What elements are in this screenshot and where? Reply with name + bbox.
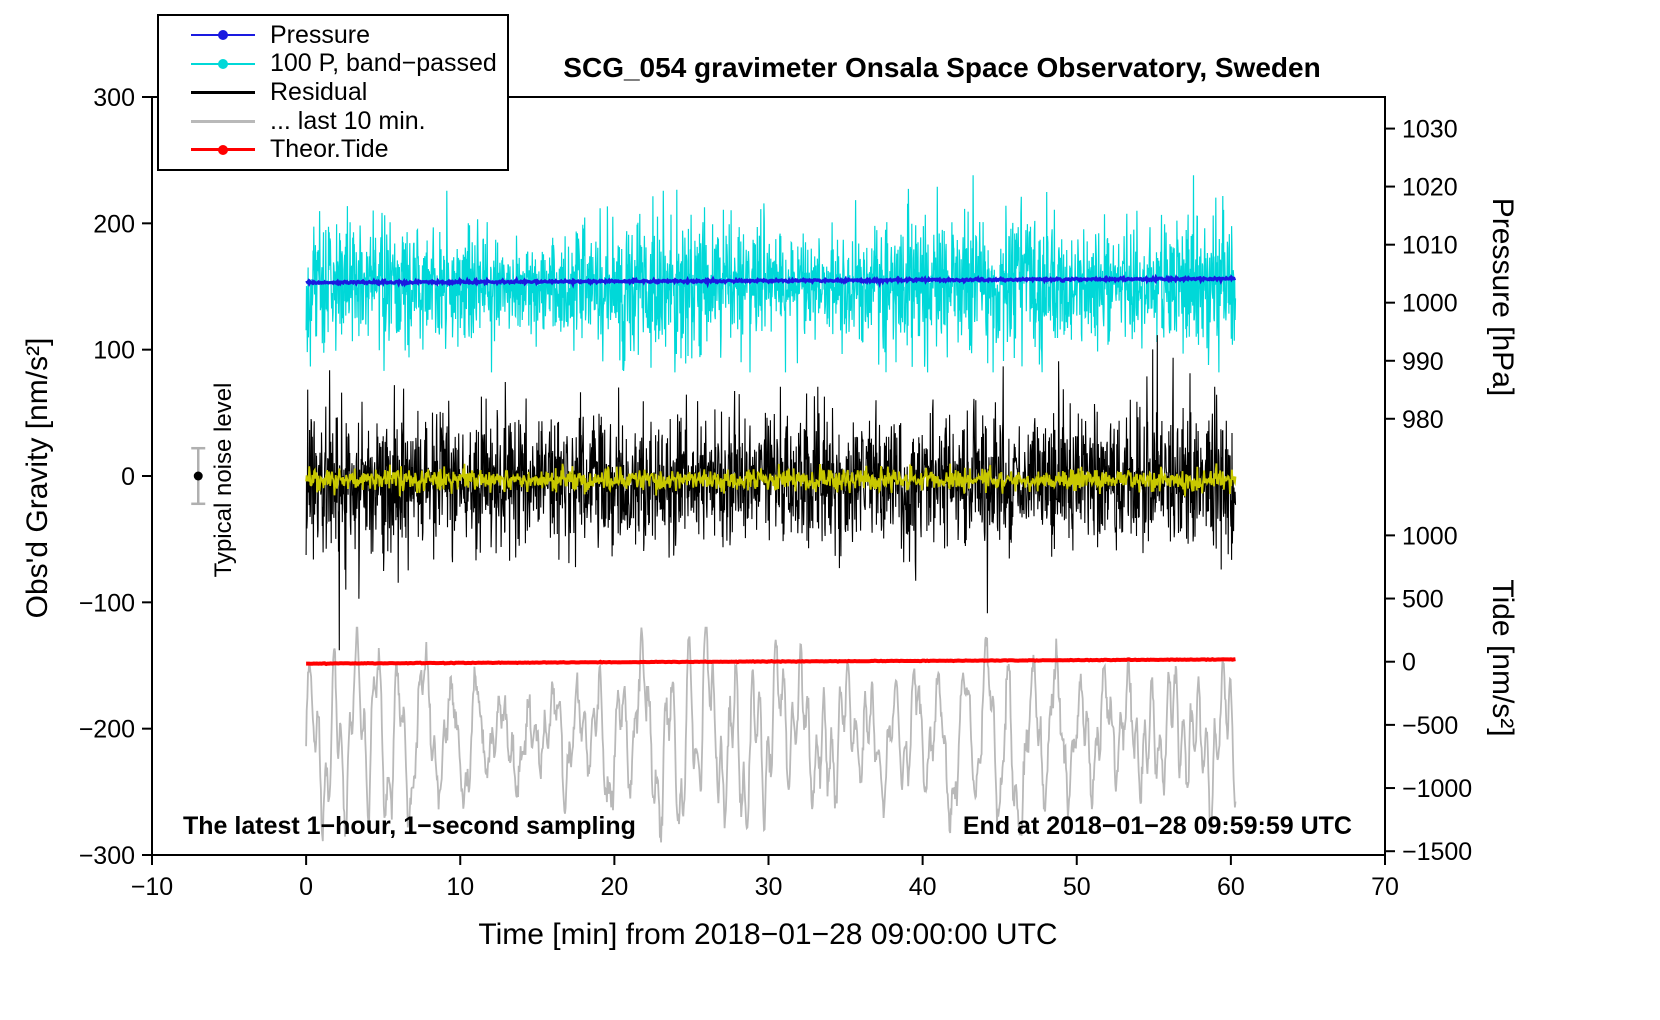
- legend-label: 100 P, band−passed: [270, 49, 497, 78]
- pressure-axis-title: Pressure [hPa]: [1486, 197, 1519, 397]
- legend: Pressure 100 P, band−passed Residual... la…: [157, 14, 509, 171]
- x-tick-label: 70: [1371, 873, 1399, 901]
- x-tick-label: 0: [299, 873, 313, 901]
- legend-line-sample: [191, 58, 255, 69]
- y-tick-left-label: 0: [121, 463, 135, 491]
- legend-label: Theor.Tide: [270, 135, 389, 164]
- x-tick-label: 30: [755, 873, 783, 901]
- end-time-note: End at 2018−01−28 09:59:59 UTC: [962, 812, 1352, 840]
- legend-label: Pressure: [270, 20, 371, 49]
- x-tick-label: 40: [909, 873, 937, 901]
- pressure-tick-label: 1010: [1402, 232, 1458, 260]
- legend-marker-dot: [218, 30, 228, 41]
- x-tick-label: 20: [600, 873, 628, 901]
- y-tick-left-label: 100: [93, 337, 135, 365]
- pressure-tick-label: 1030: [1402, 116, 1458, 144]
- legend-item-2: Residual: [159, 78, 507, 106]
- x-tick-label: 50: [1063, 873, 1091, 901]
- x-tick-label: 60: [1217, 873, 1245, 901]
- tide-tick-label: −1000: [1402, 775, 1472, 803]
- pressure-tick-label: 990: [1402, 348, 1444, 376]
- series-residual: [305, 335, 1237, 651]
- legend-item-1: 100 P, band−passed: [159, 49, 507, 78]
- y-tick-left-label: −200: [79, 716, 135, 744]
- y-tick-left-label: −300: [79, 842, 135, 870]
- y-tick-left-label: −100: [79, 589, 135, 617]
- tide-tick-label: −500: [1402, 712, 1458, 740]
- series-residual-smoothed: [305, 463, 1237, 497]
- tide-axis-title: Tide [nm/s²]: [1486, 579, 1519, 737]
- series-last-10-min: [305, 626, 1237, 843]
- series-100-p-band-passed: [305, 175, 1237, 373]
- sampling-note: The latest 1−hour, 1−second sampling: [183, 812, 636, 840]
- x-tick-label: −10: [131, 873, 173, 901]
- legend-line-sample: [191, 119, 255, 123]
- legend-line-sample: [191, 90, 255, 94]
- left-axis-title: Obs'd Gravity [nm/s²]: [21, 337, 54, 619]
- pressure-tick-label: 1000: [1402, 290, 1458, 318]
- tide-tick-label: 0: [1402, 649, 1416, 677]
- series-theor-tide: [306, 657, 1236, 667]
- series-pressure: [305, 273, 1237, 289]
- legend-item-3: ... last 10 min.: [159, 107, 507, 135]
- legend-marker-dot: [218, 58, 228, 69]
- noise-dot: [193, 471, 203, 481]
- y-tick-left-label: 200: [93, 210, 135, 238]
- tide-tick-label: −1500: [1402, 838, 1472, 866]
- x-axis-title: Time [min] from 2018−01−28 09:00:00 UTC: [478, 918, 1058, 951]
- chart-title: SCG_054 gravimeter Onsala Space Observat…: [563, 52, 1321, 83]
- pressure-tick-label: 980: [1402, 406, 1444, 434]
- legend-item-4: Theor.Tide: [159, 135, 507, 164]
- legend-line-sample: [191, 30, 255, 41]
- tide-tick-label: 1000: [1402, 522, 1458, 550]
- legend-label: ... last 10 min.: [270, 106, 426, 135]
- legend-line-sample: [191, 144, 255, 155]
- y-tick-left-label: 300: [93, 84, 135, 112]
- legend-marker-dot: [218, 144, 228, 155]
- legend-label: Residual: [270, 77, 368, 106]
- tide-tick-label: 500: [1402, 586, 1444, 614]
- noise-level-label: Typical noise level: [210, 382, 237, 578]
- pressure-tick-label: 1020: [1402, 174, 1458, 202]
- x-tick-label: 10: [446, 873, 474, 901]
- legend-item-0: Pressure: [159, 21, 507, 49]
